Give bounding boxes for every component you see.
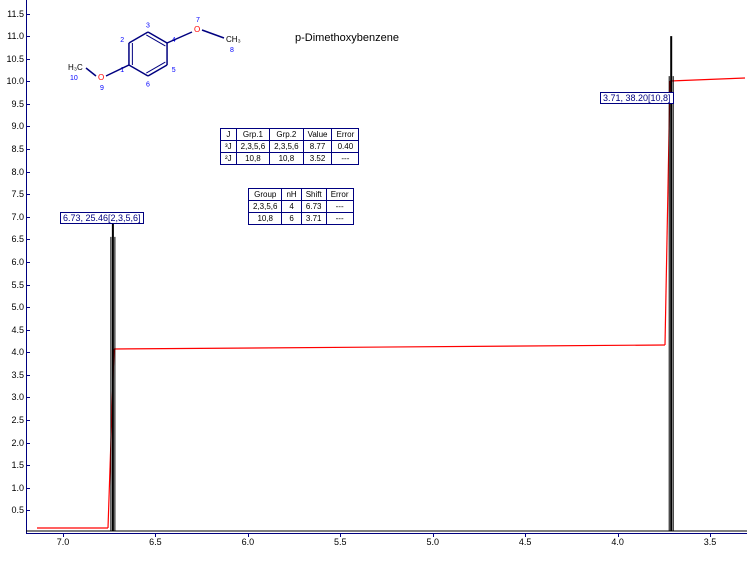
peak-label-aromatic: 6.73, 25.46[2,3,5,6]: [60, 212, 144, 224]
atom-ch3-left: H₃C: [68, 63, 83, 72]
atom-o-right: O: [194, 25, 200, 34]
svg-text:6: 6: [146, 82, 150, 89]
j-coupling-table: JGrp.1Grp.2ValueError ³J2,3,5,62,3,5,68.…: [220, 128, 359, 165]
molecule-structure: 432165 H₃C 10 O 9 O 7 CH₃ 8: [30, 4, 270, 104]
atom-ch3-right: CH₃: [226, 35, 241, 44]
svg-text:3: 3: [146, 22, 150, 29]
atom-o-left: O: [98, 73, 104, 82]
compound-name: p-Dimethoxybenzene: [295, 32, 399, 44]
atom-idx-7: 7: [196, 17, 200, 24]
atom-idx-8: 8: [230, 47, 234, 54]
shift-table: GroupnHShiftError 2,3,5,646.73---10,863.…: [248, 188, 354, 225]
svg-text:2: 2: [120, 37, 124, 44]
atom-idx-10: 10: [70, 75, 78, 82]
svg-text:5: 5: [172, 67, 176, 74]
peak-label-methoxy: 3.71, 38.20[10,8]: [600, 92, 674, 104]
atom-idx-9: 9: [100, 85, 104, 92]
